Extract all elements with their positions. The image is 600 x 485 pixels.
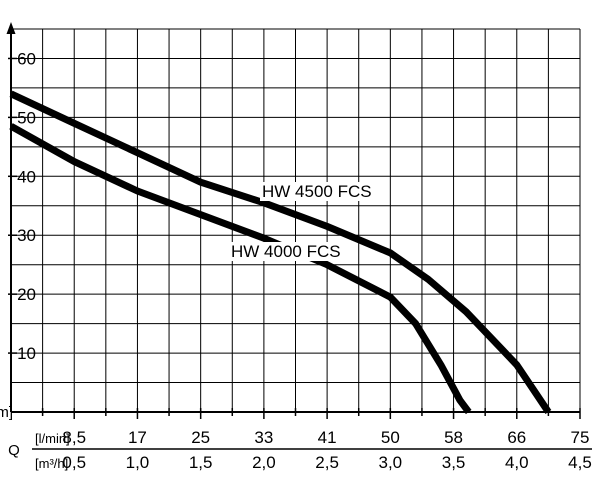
y-tick-label: 30 — [17, 226, 36, 245]
axes — [6, 22, 592, 450]
x-tick-label: 4,0 — [505, 453, 529, 472]
x-tick-label: 33 — [254, 428, 273, 447]
series-line-hw4500 — [9, 90, 552, 414]
x-tick-label: 4,5 — [568, 453, 592, 472]
x-tick-label: 25 — [191, 428, 210, 447]
y-tick-label: 50 — [17, 108, 36, 127]
y-tick-label: 20 — [17, 285, 36, 304]
x-tick-label: 3,0 — [379, 453, 403, 472]
x-tick-label: 2,5 — [315, 453, 339, 472]
x-tick-label: 3,5 — [442, 453, 466, 472]
x-tick-label: 17 — [128, 428, 147, 447]
series-label-hw4500: HW 4500 FCS — [262, 182, 372, 201]
series-label-backing — [229, 242, 343, 261]
x-unit-lmin: [l/min] — [35, 431, 70, 446]
x-tick-label: 1,5 — [189, 453, 213, 472]
x-tick-label: 8,5 — [62, 428, 86, 447]
x-tick-label: 66 — [507, 428, 526, 447]
y-tick-label: 40 — [17, 167, 36, 186]
series-line-hw4000 — [9, 123, 472, 415]
series-label-backing — [260, 182, 374, 201]
x-tick-label: 41 — [318, 428, 337, 447]
y-tick-label: 10 — [17, 344, 36, 363]
y-tick-label: 60 — [17, 49, 36, 68]
x-tick-label: 50 — [381, 428, 400, 447]
x-axis-label: Q — [8, 442, 20, 459]
x-tick-label: 75 — [571, 428, 590, 447]
x-unit-m3h: [m³/h] — [35, 456, 68, 471]
x-tick-label: 58 — [444, 428, 463, 447]
x-tick-label: 2,0 — [252, 453, 276, 472]
series — [9, 90, 552, 415]
grid — [8, 28, 581, 419]
x-tick-label: 1,0 — [126, 453, 150, 472]
y-axis-label: H[m] — [0, 404, 13, 421]
x-tick-label: 0,5 — [62, 453, 86, 472]
y-axis-arrow — [6, 22, 16, 34]
labels: H[m] Q [l/min] [m³/h] HW 4500 FCS HW 400… — [0, 49, 592, 472]
series-label-hw4000: HW 4000 FCS — [231, 242, 341, 261]
